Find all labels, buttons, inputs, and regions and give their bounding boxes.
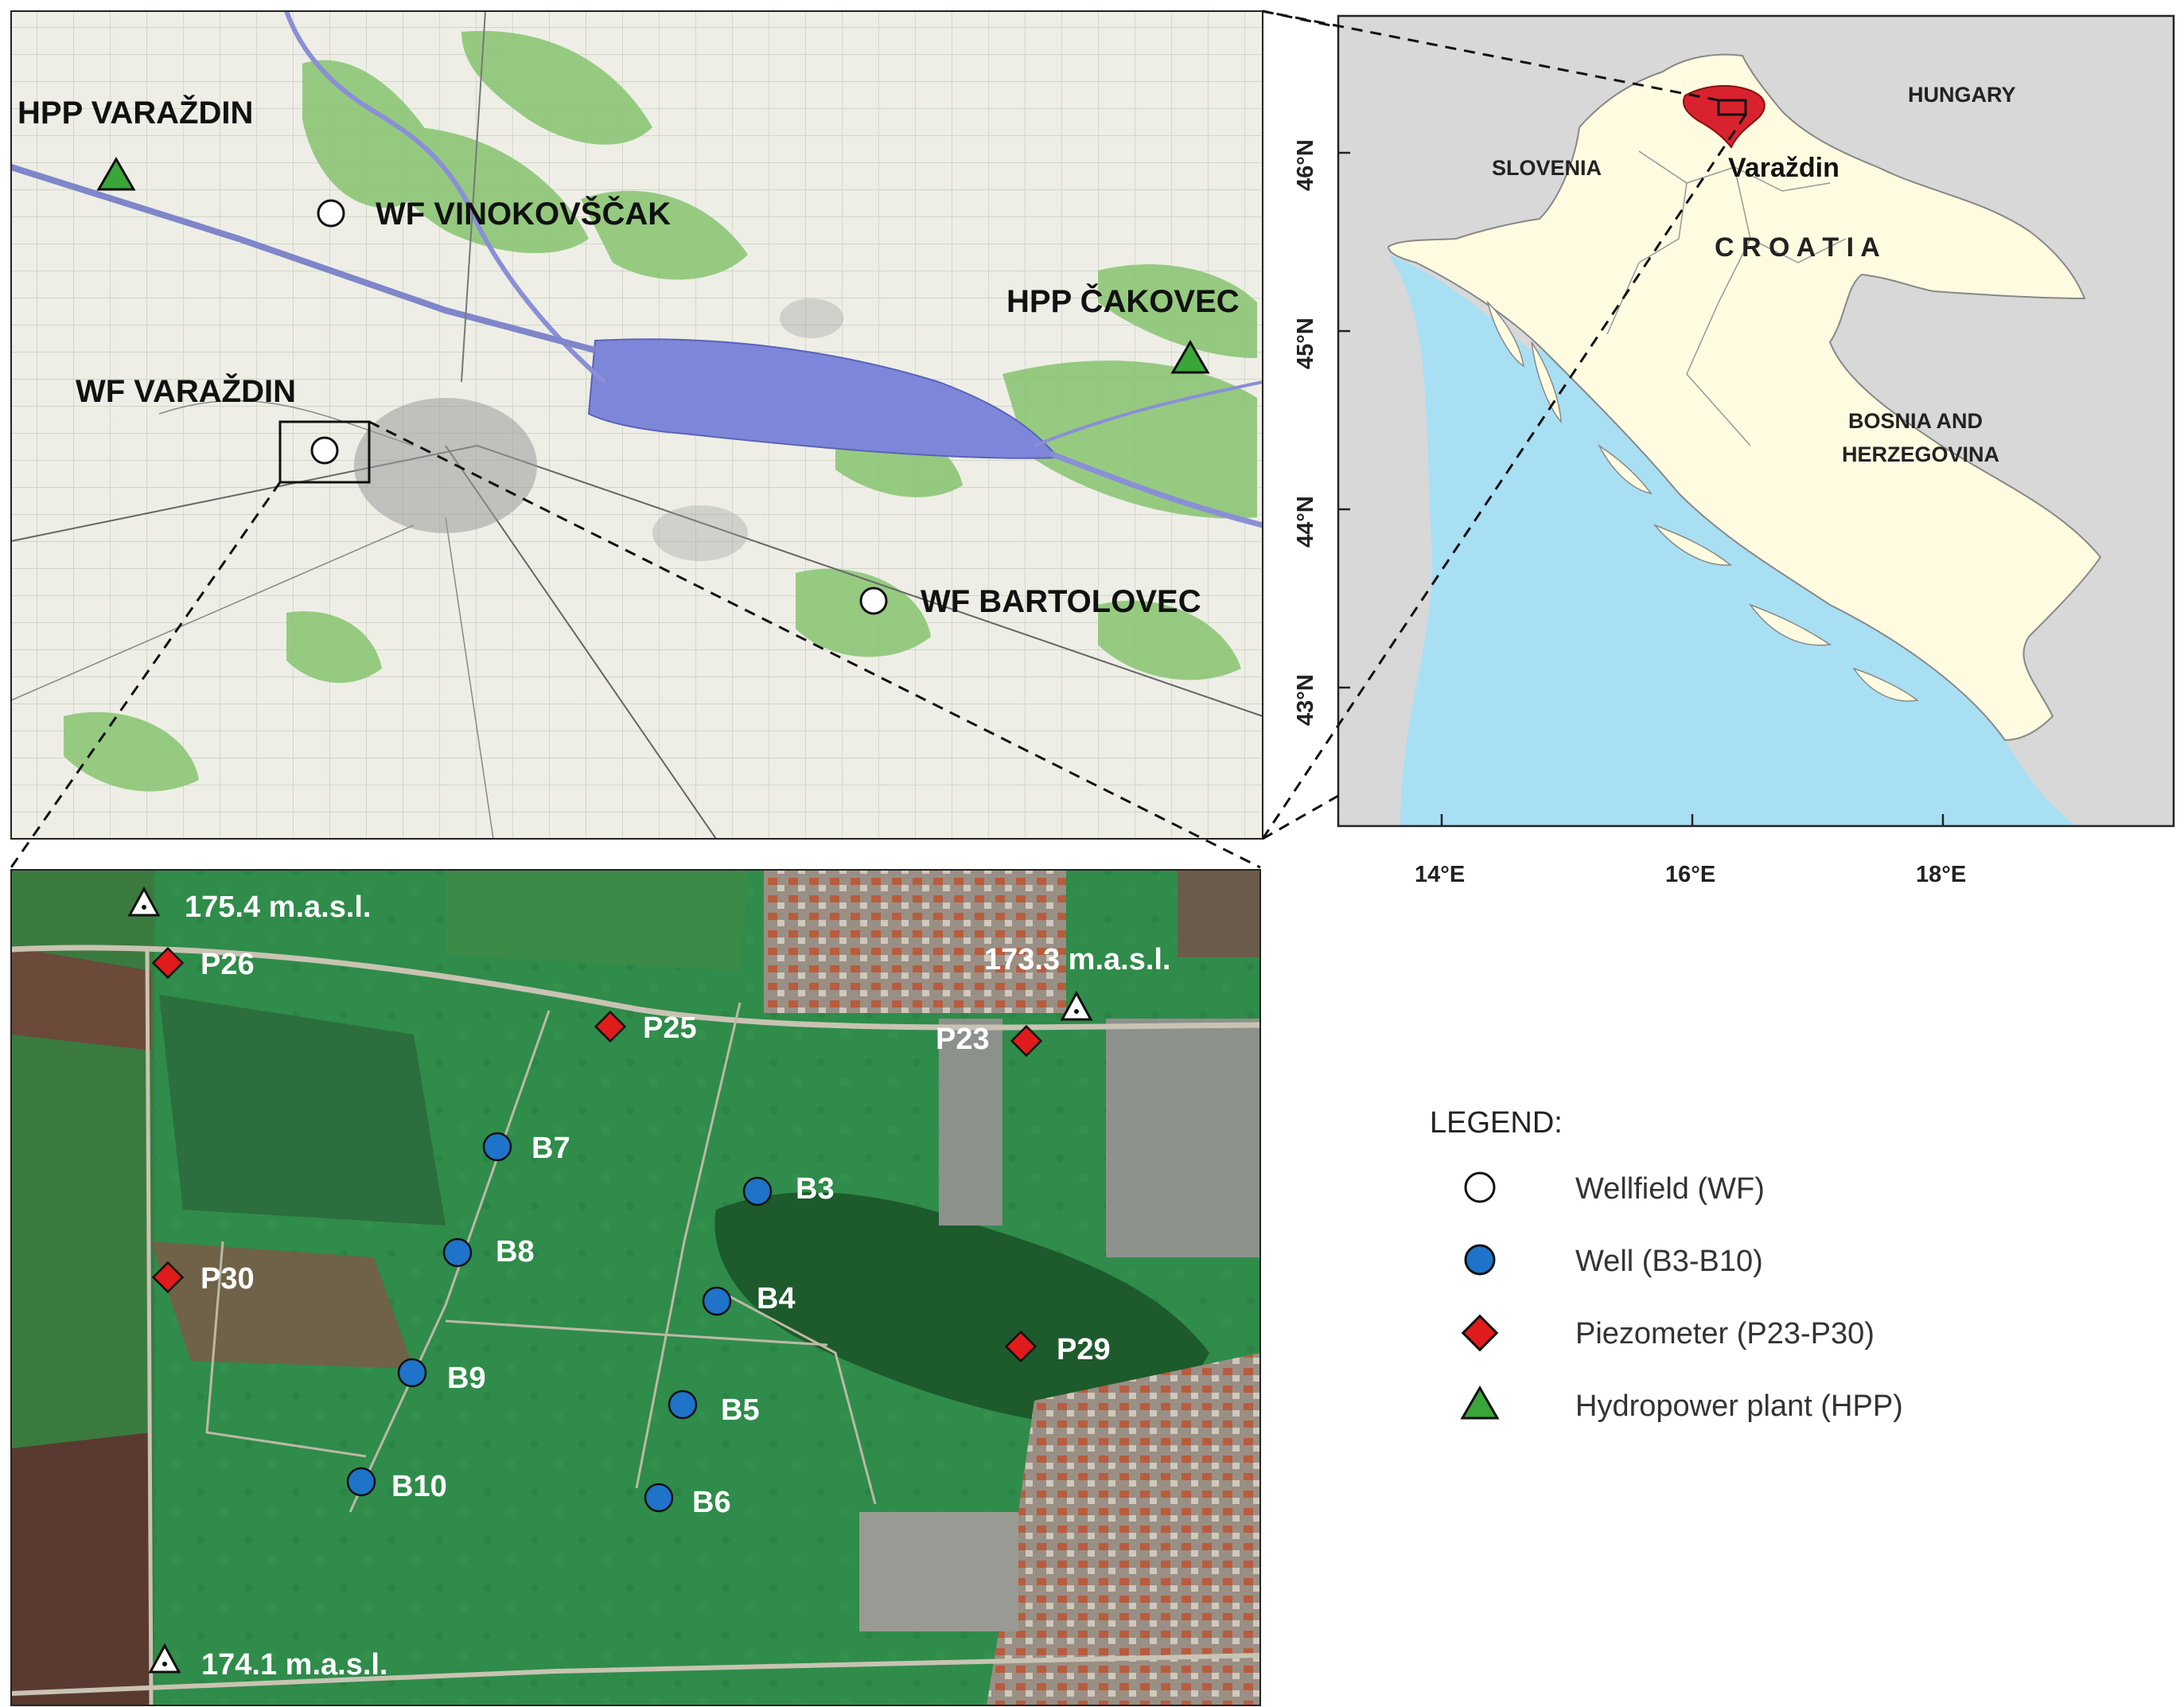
wf-bartolovec-label: WF BARTOLOVEC xyxy=(921,584,1201,619)
well-label-b8: B8 xyxy=(496,1235,535,1269)
piezometer-label-p23: P23 xyxy=(936,1023,990,1056)
elevation-marker-1 xyxy=(127,886,161,917)
satellite-map xyxy=(10,869,1261,1706)
croatia-shape xyxy=(1387,53,2102,742)
lon-tick-16: 16°E xyxy=(1665,862,1715,887)
legend-label-piezometer: Piezometer (P23-P30) xyxy=(1575,1317,1875,1350)
legend-label-wellfield: Wellfield (WF) xyxy=(1575,1172,1765,1206)
well-label-b4: B4 xyxy=(757,1282,796,1315)
piezometer-p30 xyxy=(151,1261,185,1294)
label-bosnia-2: HERZEGOVINA xyxy=(1842,442,1999,466)
well-b6 xyxy=(644,1483,674,1513)
legend-label-hpp: Hydropower plant (HPP) xyxy=(1575,1389,1903,1423)
topographic-map xyxy=(10,10,1263,840)
piezometer-label-p30: P30 xyxy=(200,1262,255,1296)
well-label-b7: B7 xyxy=(531,1132,570,1165)
wf-bartolovec-marker xyxy=(859,587,888,615)
elevation-label-2: 173.3 m.a.s.l. xyxy=(984,943,1171,976)
well-b5 xyxy=(668,1389,698,1420)
settlement-southeast xyxy=(987,1353,1260,1705)
legend-label-well: Well (B3-B10) xyxy=(1575,1245,1763,1278)
label-hungary: HUNGARY xyxy=(1908,83,2016,107)
label-slovenia: SLOVENIA xyxy=(1492,156,1602,180)
lon-tick-14: 14°E xyxy=(1415,862,1465,887)
well-label-b5: B5 xyxy=(721,1393,760,1427)
lat-tick-46: 46°N xyxy=(1293,139,1318,191)
well-b9 xyxy=(397,1358,427,1388)
well-label-b9: B9 xyxy=(447,1362,486,1395)
legend-symbol-piezometer xyxy=(1461,1314,1499,1352)
lat-tick-44: 44°N xyxy=(1293,496,1318,548)
elevation-marker-3 xyxy=(148,1643,181,1674)
legend: LEGEND: Wellfield (WF) Well (B3-B10) Pie… xyxy=(1430,1106,1903,1423)
connector-lines xyxy=(10,10,1747,869)
label-varazdin-city: Varaždin xyxy=(1728,153,1839,183)
varazdin-town xyxy=(354,398,537,533)
country-map xyxy=(1337,14,2175,828)
hpp-cakovec-marker xyxy=(1170,340,1210,374)
label-bosnia-1: BOSNIA AND xyxy=(1848,409,1983,433)
well-label-b6: B6 xyxy=(692,1486,731,1519)
elevation-label-1: 175.4 m.a.s.l. xyxy=(185,891,372,924)
elevation-label-3: 174.1 m.a.s.l. xyxy=(201,1648,388,1682)
piezometer-p25 xyxy=(594,1010,627,1043)
hpp-cakovec-label: HPP ČAKOVEC xyxy=(1006,283,1240,319)
wf-varazdin-label: WF VARAŽDIN xyxy=(76,372,296,409)
well-label-b10: B10 xyxy=(391,1470,447,1503)
legend-symbol-hpp xyxy=(1460,1385,1500,1420)
piezometer-p23 xyxy=(1010,1024,1043,1058)
canal-line xyxy=(10,164,597,353)
piezometer-p26 xyxy=(151,946,185,980)
wf-vinokovscak-label: WF VINOKOVŠČAK xyxy=(376,195,671,232)
well-b8 xyxy=(442,1237,473,1268)
piezometer-p29 xyxy=(1004,1330,1037,1363)
label-croatia: C R O A T I A xyxy=(1715,232,1880,263)
piezometer-label-p25: P25 xyxy=(643,1011,697,1045)
legend-symbol-well xyxy=(1464,1244,1496,1276)
lon-tick-18: 18°E xyxy=(1916,862,1966,887)
legend-title: LEGEND: xyxy=(1430,1106,1563,1140)
elevation-marker-2 xyxy=(1060,990,1093,1021)
well-label-b3: B3 xyxy=(796,1172,835,1206)
wf-varazdin-marker xyxy=(310,436,339,465)
forest-block xyxy=(714,1192,1209,1423)
hpp-varazdin-label: HPP VARAŽDIN xyxy=(18,94,253,131)
legend-symbol-wellfield xyxy=(1464,1171,1496,1203)
wf-vinokovscak-marker xyxy=(317,199,345,228)
lat-tick-45: 45°N xyxy=(1293,318,1318,369)
adriatic-sea xyxy=(1388,255,2069,826)
inset-box xyxy=(278,420,371,484)
drava-river xyxy=(284,10,606,384)
piezometer-label-p29: P29 xyxy=(1057,1333,1111,1366)
well-b4 xyxy=(702,1286,732,1316)
settlement-north xyxy=(764,870,1066,1013)
well-b3 xyxy=(742,1176,773,1206)
hpp-varazdin-marker xyxy=(96,157,136,191)
piezometer-label-p26: P26 xyxy=(200,948,255,981)
well-b10 xyxy=(346,1467,376,1497)
well-b7 xyxy=(482,1132,512,1162)
lat-tick-43: 43°N xyxy=(1293,674,1318,726)
